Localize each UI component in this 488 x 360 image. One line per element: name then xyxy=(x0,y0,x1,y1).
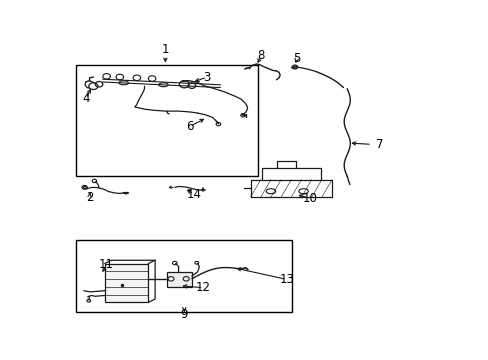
Bar xyxy=(167,272,191,287)
Text: 9: 9 xyxy=(180,309,188,321)
Text: 12: 12 xyxy=(195,281,210,294)
Bar xyxy=(104,264,148,302)
Text: 13: 13 xyxy=(279,273,293,286)
Text: 1: 1 xyxy=(161,43,169,56)
Text: 5: 5 xyxy=(293,52,300,65)
Text: 3: 3 xyxy=(203,71,210,84)
Text: 6: 6 xyxy=(186,120,193,133)
Text: 2: 2 xyxy=(85,190,93,203)
Text: 8: 8 xyxy=(257,49,264,62)
Text: 11: 11 xyxy=(99,258,114,271)
Bar xyxy=(76,66,258,176)
Bar xyxy=(76,240,292,312)
Text: 10: 10 xyxy=(303,192,317,205)
Text: 14: 14 xyxy=(186,188,201,201)
Text: 7: 7 xyxy=(375,138,383,151)
Text: 4: 4 xyxy=(82,92,89,105)
